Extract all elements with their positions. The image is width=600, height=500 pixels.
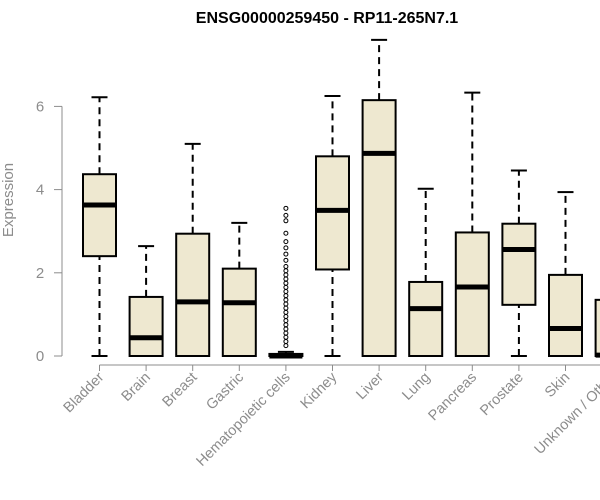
iqr-box bbox=[361, 99, 397, 357]
boxes-group bbox=[82, 38, 600, 359]
x-tick-label: Brain bbox=[119, 370, 154, 405]
box-brain bbox=[128, 245, 164, 358]
x-tick-label: Liver bbox=[353, 369, 387, 403]
box-pancreas bbox=[454, 91, 490, 357]
outlier-point bbox=[283, 245, 289, 251]
box-hematopoietic-cells bbox=[268, 205, 304, 359]
box-kidney bbox=[315, 95, 350, 357]
y-tick-label: 0 bbox=[36, 348, 44, 365]
outlier-point bbox=[283, 230, 289, 236]
y-axis-label: Expression bbox=[0, 163, 17, 237]
outlier-point bbox=[283, 268, 289, 274]
iqr-box bbox=[128, 295, 164, 358]
x-tick-label: Hematopoietic cells bbox=[194, 370, 294, 470]
iqr-box bbox=[501, 222, 537, 306]
outlier-point bbox=[283, 264, 289, 270]
x-tick-label: Bladder bbox=[61, 369, 108, 416]
box-gastric bbox=[221, 221, 257, 358]
iqr-box bbox=[454, 231, 490, 357]
outlier-point bbox=[283, 301, 289, 307]
outlier-point bbox=[283, 322, 289, 328]
x-tick-label: Prostate bbox=[477, 370, 526, 419]
x-tick-label: Lung bbox=[399, 370, 433, 404]
y-tick-label: 2 bbox=[36, 265, 44, 282]
outlier-point bbox=[283, 276, 289, 282]
iqr-box bbox=[82, 173, 117, 258]
x-tick-label: Kidney bbox=[298, 369, 341, 412]
x-tick-label: Skin bbox=[542, 370, 573, 401]
outlier-point bbox=[283, 326, 289, 332]
outlier-point bbox=[283, 334, 289, 340]
x-tick-label: Breast bbox=[160, 370, 201, 411]
outlier-point bbox=[283, 338, 289, 344]
outlier-point bbox=[283, 257, 289, 263]
outlier-point bbox=[283, 305, 289, 311]
x-tick-label: Pancreas bbox=[425, 370, 480, 425]
outlier-point bbox=[283, 297, 289, 303]
outlier-point bbox=[283, 212, 289, 218]
box-prostate bbox=[501, 169, 537, 357]
outlier-point bbox=[283, 293, 289, 299]
chart-title: ENSG00000259450 - RP11-265N7.1 bbox=[196, 10, 459, 27]
box-breast bbox=[175, 142, 211, 357]
box-unknown-other bbox=[594, 298, 600, 358]
outlier-point bbox=[283, 318, 289, 324]
y-tick-label: 6 bbox=[36, 98, 44, 115]
iqr-box bbox=[408, 280, 444, 357]
y-tick-label: 4 bbox=[36, 182, 44, 199]
iqr-box bbox=[594, 298, 600, 357]
box-lung bbox=[408, 187, 444, 357]
iqr-box bbox=[548, 273, 583, 358]
outlier-point bbox=[283, 239, 289, 245]
outlier-point bbox=[283, 205, 289, 211]
box-skin bbox=[548, 191, 583, 358]
outlier-point bbox=[283, 313, 289, 319]
outlier-point bbox=[283, 284, 289, 290]
box-bladder bbox=[82, 96, 117, 357]
outlier-point bbox=[283, 330, 289, 336]
outlier-point bbox=[283, 251, 289, 257]
x-tick-label: Gastric bbox=[203, 370, 247, 414]
outlier-point bbox=[283, 309, 289, 315]
outlier-point bbox=[283, 280, 289, 286]
outlier-point bbox=[283, 343, 289, 349]
iqr-box bbox=[175, 232, 211, 357]
outlier-point bbox=[283, 289, 289, 295]
y-axis: 0 2 4 6 bbox=[36, 98, 63, 365]
outlier-point bbox=[283, 218, 289, 224]
outlier-point bbox=[283, 272, 289, 278]
box-liver bbox=[361, 38, 397, 357]
iqr-box bbox=[221, 267, 257, 358]
